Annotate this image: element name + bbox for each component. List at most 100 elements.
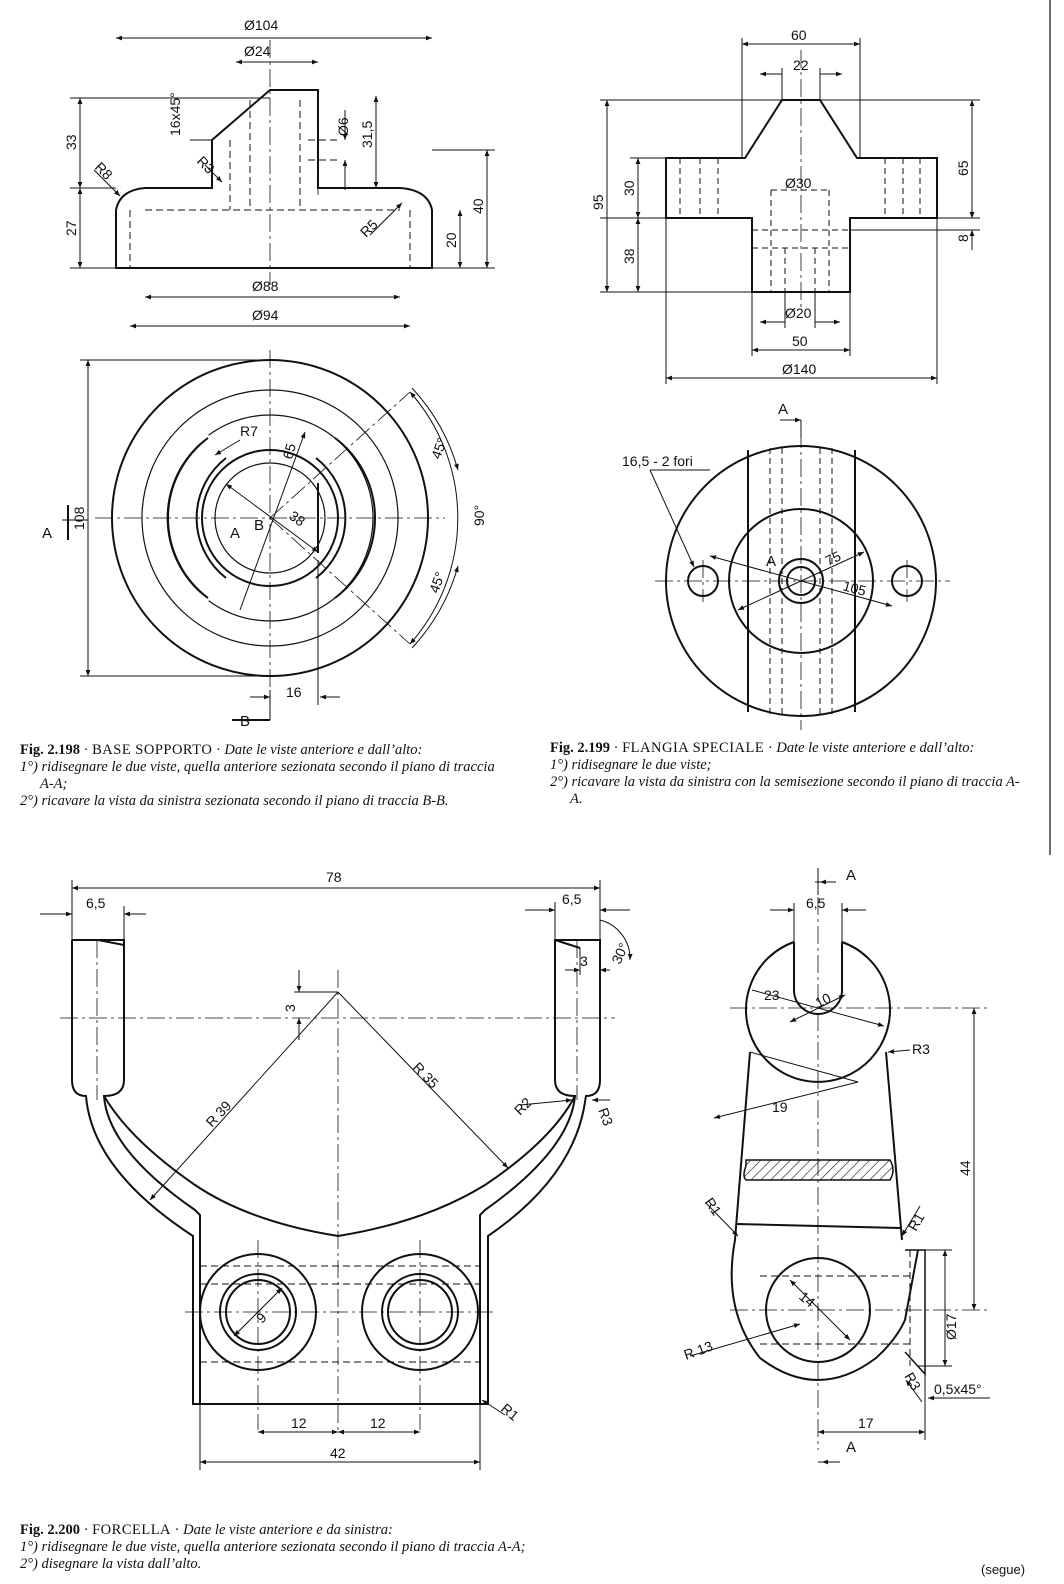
dim-side-r13: R 13	[682, 1338, 715, 1363]
dim-chamfer: 16x45°	[167, 92, 183, 136]
dim-side-d17: Ø17	[943, 1313, 959, 1340]
dim-w60: 60	[791, 27, 807, 43]
dim-h108: 108	[71, 506, 87, 530]
dim-r35: R 35	[410, 1059, 442, 1092]
dim-w16: 16	[286, 684, 302, 700]
dim-w12a: 12	[291, 1415, 307, 1431]
fig199-step1: 1°) ridisegnare le due viste;	[550, 757, 712, 773]
dim-d94: Ø94	[252, 307, 279, 323]
fig200-step2: 2°) disegnare la vista dall’alto.	[20, 1556, 202, 1572]
dim-d104: Ø104	[244, 17, 278, 33]
dim-side-r3a: R3	[912, 1041, 930, 1057]
dim-d24: Ø24	[244, 43, 271, 59]
fig198-step1: 1°) ridisegnare le due viste, quella ant…	[20, 759, 495, 792]
dim-w65-right: 6,5	[562, 891, 582, 907]
dim-d38: 38	[286, 507, 308, 529]
dim-r1: R1	[498, 1400, 522, 1424]
caption-sep: ·	[174, 1522, 180, 1538]
section-a-left: A	[42, 525, 52, 542]
dim-h27: 27	[63, 220, 79, 236]
dim-side-d10: 10	[813, 990, 834, 1011]
dim-r5: R5	[357, 216, 381, 240]
dim-d6: Ø6	[335, 117, 351, 136]
dim-h8: 8	[955, 234, 971, 242]
section-a-inner: A	[230, 525, 240, 542]
dim-a30: 30°	[608, 940, 631, 966]
dim-d88: Ø88	[252, 278, 279, 294]
dim-r3: R3	[194, 153, 218, 177]
fig199-intro: Date le viste anteriore e dall’alto:	[776, 740, 975, 756]
dim-r7: R7	[240, 423, 258, 439]
dim-w65-left: 6,5	[86, 895, 106, 911]
dim-h33: 33	[63, 134, 79, 150]
dim-side-d14: 14	[796, 1288, 818, 1310]
dim-r75: 75	[823, 548, 844, 569]
fig198-dimension-labels: Ø104 Ø24 16x45° Ø6 31,5 33 27 R8 R3 R5 2…	[42, 17, 487, 730]
dim-h20: 20	[443, 232, 459, 248]
section-a-top: A	[778, 401, 788, 418]
dim-d140: Ø140	[782, 361, 816, 377]
fig199-title: FLANGIA SPECIALE	[622, 740, 765, 756]
fig200-caption: Fig. 2.200 · FORCELLA · Date le viste an…	[20, 1522, 960, 1573]
fig198-top-view	[62, 350, 459, 721]
dim-side-r1a: R1	[702, 1195, 725, 1219]
caption-sep: ·	[83, 1522, 89, 1538]
dim-r105: 105	[841, 577, 868, 599]
section-b-bottom: B	[240, 713, 250, 730]
dim-a90: 90°	[471, 505, 487, 526]
fig199-top-view	[649, 417, 950, 730]
caption-sep: ·	[83, 742, 89, 758]
fig199-front-view	[600, 38, 980, 384]
dim-w22: 22	[793, 57, 809, 73]
dim-a45b: 45°	[426, 570, 448, 595]
caption-sep: ·	[767, 740, 773, 756]
dim-side-w65: 6,5	[806, 895, 826, 911]
dim-h3-right: 3	[580, 953, 588, 969]
dim-side-r1b: R1	[905, 1210, 928, 1234]
dim-h40: 40	[470, 198, 486, 214]
fig200-step1: 1°) ridisegnare le due viste, quella ant…	[20, 1539, 526, 1555]
section-b-inner: B	[254, 517, 264, 534]
dim-w78: 78	[326, 869, 342, 885]
section-a-inner: A	[766, 553, 776, 570]
fig199-step2: 2°) ricavare la vista da sinistra con la…	[550, 774, 1020, 807]
continued-note: (segue)	[981, 1562, 1026, 1577]
fig200-front-view	[40, 880, 633, 1470]
fig200-number: Fig. 2.200	[20, 1522, 81, 1538]
fig200-title: FORCELLA	[92, 1522, 172, 1538]
dim-h3: 3	[282, 1004, 298, 1012]
dim-d65: 65	[279, 441, 299, 460]
dim-side-h44: 44	[957, 1160, 973, 1176]
dim-holes: 16,5 - 2 fori	[622, 453, 693, 469]
section-a-bottom: A	[846, 1439, 856, 1456]
fig198-number: Fig. 2.198	[20, 742, 81, 758]
dim-h38: 38	[621, 248, 637, 264]
dim-w50: 50	[792, 333, 808, 349]
dim-d20: Ø20	[785, 305, 812, 321]
dim-a45a: 45°	[428, 436, 450, 461]
dim-w42: 42	[330, 1445, 346, 1461]
fig200-side-dimension-labels: A 6,5 23 10 R3 19 44 R1 R1 14 R 13 Ø17 R…	[682, 867, 982, 1456]
dim-h65: 65	[955, 160, 971, 176]
dim-r39: R 39	[202, 1097, 234, 1130]
caption-sep: ·	[613, 740, 619, 756]
fig198-intro: Date le viste anteriore e dall’alto:	[224, 742, 423, 758]
dim-side-w19: 19	[772, 1099, 788, 1115]
dim-w12b: 12	[370, 1415, 386, 1431]
dim-r3: R3	[595, 1106, 616, 1128]
fig198-front-view	[70, 35, 495, 329]
fig200-side-view	[689, 868, 990, 1465]
dim-side-chamfer: 0,5x45°	[934, 1381, 982, 1397]
fig200-intro: Date le viste anteriore e da sinistra:	[183, 1522, 393, 1538]
section-a-top: A	[846, 867, 856, 884]
dim-side-r23: 23	[764, 987, 780, 1003]
dim-r8: R8	[92, 159, 116, 183]
dim-h95: 95	[590, 194, 606, 210]
fig198-title: BASE SOPPORTO	[92, 742, 213, 758]
dim-h315: 31,5	[359, 121, 375, 148]
fig198-caption: Fig. 2.198 · BASE SOPPORTO · Date le vis…	[20, 742, 500, 810]
fig199-dimension-labels: 60 22 95 30 38 65 8 Ø30 Ø20 50 Ø140 16,5…	[590, 27, 971, 599]
fig199-caption: Fig. 2.199 · FLANGIA SPECIALE · Date le …	[550, 740, 1030, 808]
caption-sep: ·	[215, 742, 221, 758]
